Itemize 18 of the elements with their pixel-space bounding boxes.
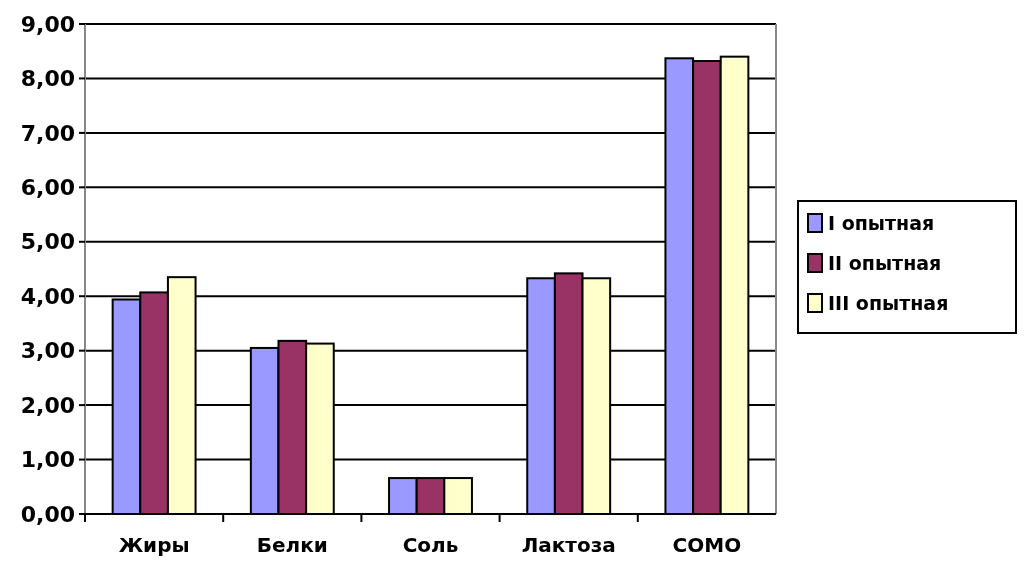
x-tick-label: Соль bbox=[402, 533, 459, 557]
x-tick-label: Белки bbox=[256, 533, 328, 557]
y-tick-label: 4,00 bbox=[20, 283, 75, 309]
y-tick-label: 1,00 bbox=[20, 447, 75, 473]
x-tick-label: Жиры bbox=[118, 533, 190, 557]
legend-label: III опытная bbox=[828, 291, 949, 314]
y-tick-label: 5,00 bbox=[20, 229, 75, 255]
y-tick-label: 2,00 bbox=[20, 392, 75, 418]
y-tick-label: 8,00 bbox=[20, 66, 75, 92]
legend-label: I опытная bbox=[828, 211, 935, 234]
y-tick-label: 3,00 bbox=[20, 338, 75, 364]
y-tick-label: 6,00 bbox=[20, 175, 75, 201]
x-tick-label: СОМО bbox=[672, 533, 742, 557]
y-tick-label: 9,00 bbox=[20, 11, 75, 37]
legend-label: II опытная bbox=[828, 251, 942, 274]
x-tick-label: Лактоза bbox=[521, 533, 616, 557]
y-tick-label: 7,00 bbox=[20, 120, 75, 146]
y-tick-label: 0,00 bbox=[20, 501, 75, 527]
